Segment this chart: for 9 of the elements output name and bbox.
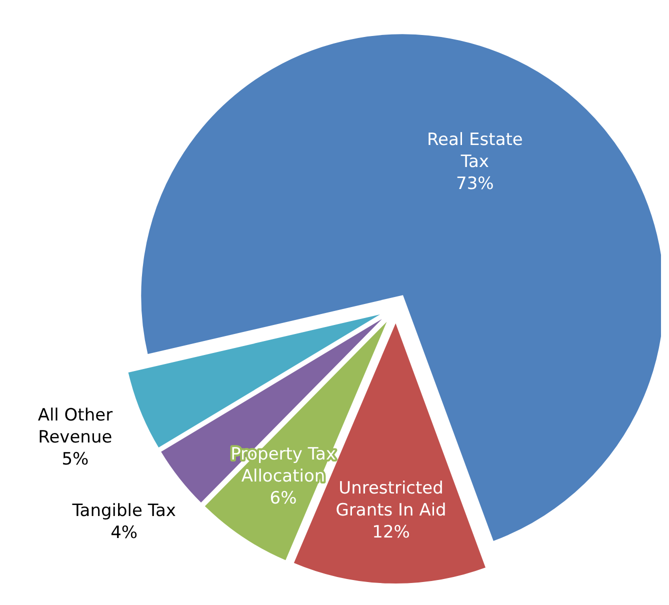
slice-label: Tangible Tax [71, 500, 176, 521]
slice-label: All Other Revenue [38, 406, 113, 448]
data-label: 5% [62, 450, 89, 470]
slice-label: Unrestricted Grants In Aid [336, 478, 446, 521]
data-label: 12% [372, 522, 410, 543]
data-label: 73% [456, 174, 494, 194]
slice-label: Real Estate Tax [427, 130, 523, 172]
data-label: 6% [270, 488, 297, 508]
data-label: 4% [110, 522, 138, 543]
